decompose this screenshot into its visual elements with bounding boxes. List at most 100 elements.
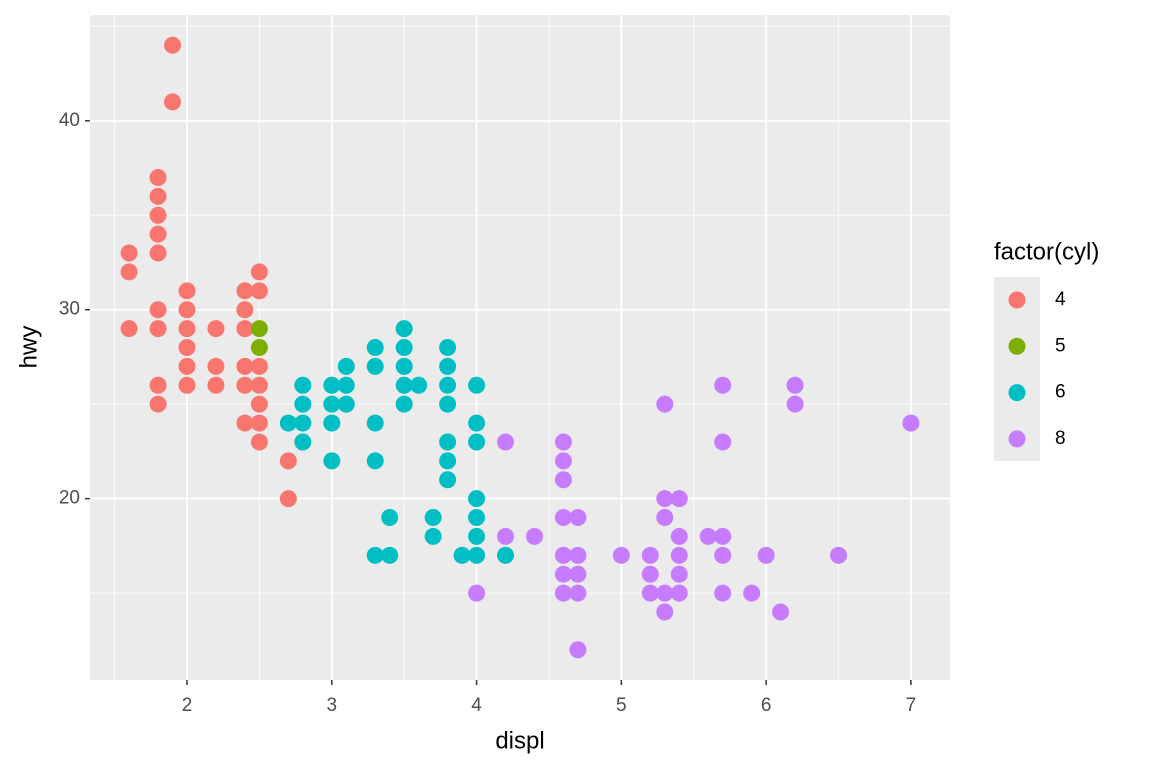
point	[395, 395, 413, 413]
legend-key	[1008, 337, 1026, 355]
point	[149, 320, 167, 338]
point	[670, 546, 688, 564]
point	[641, 546, 659, 564]
point	[294, 376, 312, 394]
point	[453, 546, 471, 564]
point	[612, 546, 630, 564]
point	[236, 414, 254, 432]
point	[250, 414, 268, 432]
point	[830, 546, 848, 564]
point	[178, 339, 196, 356]
point	[424, 509, 442, 527]
y-tick-label: 20	[59, 488, 80, 509]
x-tick-label: 5	[616, 695, 627, 716]
x-tick-label: 6	[761, 695, 772, 716]
point	[656, 584, 674, 602]
point	[178, 376, 196, 394]
point	[786, 376, 804, 394]
point	[569, 641, 587, 659]
point	[468, 433, 486, 451]
point	[323, 395, 341, 413]
point	[149, 206, 167, 224]
point	[381, 546, 399, 564]
point	[178, 282, 196, 300]
point	[902, 414, 920, 432]
point	[149, 244, 167, 262]
point	[279, 490, 297, 508]
point	[395, 357, 413, 375]
point	[786, 395, 804, 413]
point	[468, 376, 486, 394]
point	[149, 225, 167, 243]
point	[120, 244, 138, 262]
point	[656, 490, 674, 508]
point	[670, 527, 688, 545]
point	[757, 546, 775, 564]
x-axis-title: displ	[495, 727, 544, 754]
point	[366, 357, 384, 375]
point	[525, 527, 543, 545]
legend-key	[1008, 384, 1026, 402]
point	[439, 471, 457, 489]
point	[569, 565, 587, 583]
point	[497, 433, 515, 451]
legend-key	[1008, 430, 1026, 448]
grid	[90, 15, 950, 680]
point	[250, 433, 268, 451]
legend-label: 8	[1055, 428, 1066, 449]
point	[699, 527, 717, 545]
point	[439, 376, 457, 394]
point	[395, 320, 413, 338]
point	[439, 395, 457, 413]
point	[207, 320, 225, 338]
point	[468, 509, 486, 527]
point	[236, 320, 254, 338]
point	[395, 376, 413, 394]
point	[554, 471, 572, 489]
point	[250, 339, 268, 356]
points	[120, 36, 920, 659]
point	[569, 546, 587, 564]
point	[236, 282, 254, 300]
point	[366, 452, 384, 470]
point	[366, 414, 384, 432]
point	[569, 584, 587, 602]
point	[149, 187, 167, 205]
point	[236, 301, 254, 319]
panel	[90, 15, 950, 680]
point	[250, 263, 268, 281]
point	[250, 376, 268, 394]
point	[337, 376, 355, 394]
point	[149, 168, 167, 186]
y-tick-label: 30	[59, 299, 80, 320]
point	[236, 376, 254, 394]
point	[670, 584, 688, 602]
point	[294, 395, 312, 413]
point	[656, 395, 674, 413]
point	[149, 301, 167, 319]
point	[439, 452, 457, 470]
point	[554, 433, 572, 451]
point	[670, 565, 688, 583]
point	[120, 263, 138, 281]
point	[714, 546, 732, 564]
legend-label: 4	[1055, 289, 1066, 310]
point	[714, 433, 732, 451]
point	[439, 339, 457, 356]
point	[714, 376, 732, 394]
x-tick-label: 7	[906, 695, 917, 716]
legend-label: 6	[1055, 382, 1066, 403]
point	[424, 527, 442, 545]
point	[250, 320, 268, 338]
point	[323, 376, 341, 394]
point	[294, 414, 312, 432]
y-axis-title: hwy	[15, 326, 42, 369]
point	[468, 584, 486, 602]
point	[236, 357, 254, 375]
point	[497, 527, 515, 545]
point	[410, 376, 428, 394]
point	[250, 357, 268, 375]
point	[250, 282, 268, 300]
point	[337, 395, 355, 413]
